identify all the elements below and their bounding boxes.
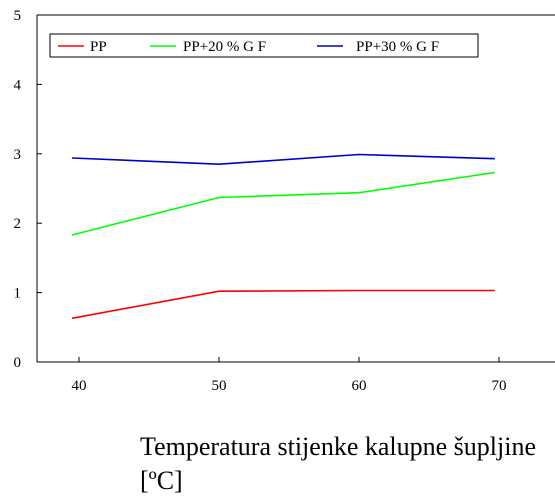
series-line-pp-20-g-f [71, 171, 495, 236]
series-line-pp [71, 289, 495, 320]
y-tick-label: 1 [14, 286, 22, 302]
y-tick-label: 5 [14, 8, 22, 24]
legend: PP PP+20 % G F PP+30 % G F [49, 33, 479, 58]
axes: 0 1 2 3 4 5 40 50 60 70 [14, 8, 555, 394]
x-tick-label: 60 [352, 378, 367, 394]
legend-box [49, 33, 479, 58]
series-line-pp-30-g-f [71, 153, 495, 166]
x-tick-label: 70 [492, 378, 507, 394]
x-axis-label: Temperatura stijenke kalupne šupljine [º… [140, 432, 536, 495]
x-tick-label: 50 [212, 378, 227, 394]
legend-label: PP [90, 39, 107, 55]
legend-label: PP+30 % G F [356, 39, 439, 55]
y-tick-label: 4 [14, 77, 22, 93]
series-lines [71, 153, 495, 320]
y-tick-label: 3 [14, 147, 22, 163]
x-tick-label: 40 [72, 378, 87, 394]
y-tick-label: 0 [14, 355, 22, 371]
y-tick-label: 2 [14, 216, 22, 232]
legend-label: PP+20 % G F [183, 39, 266, 55]
